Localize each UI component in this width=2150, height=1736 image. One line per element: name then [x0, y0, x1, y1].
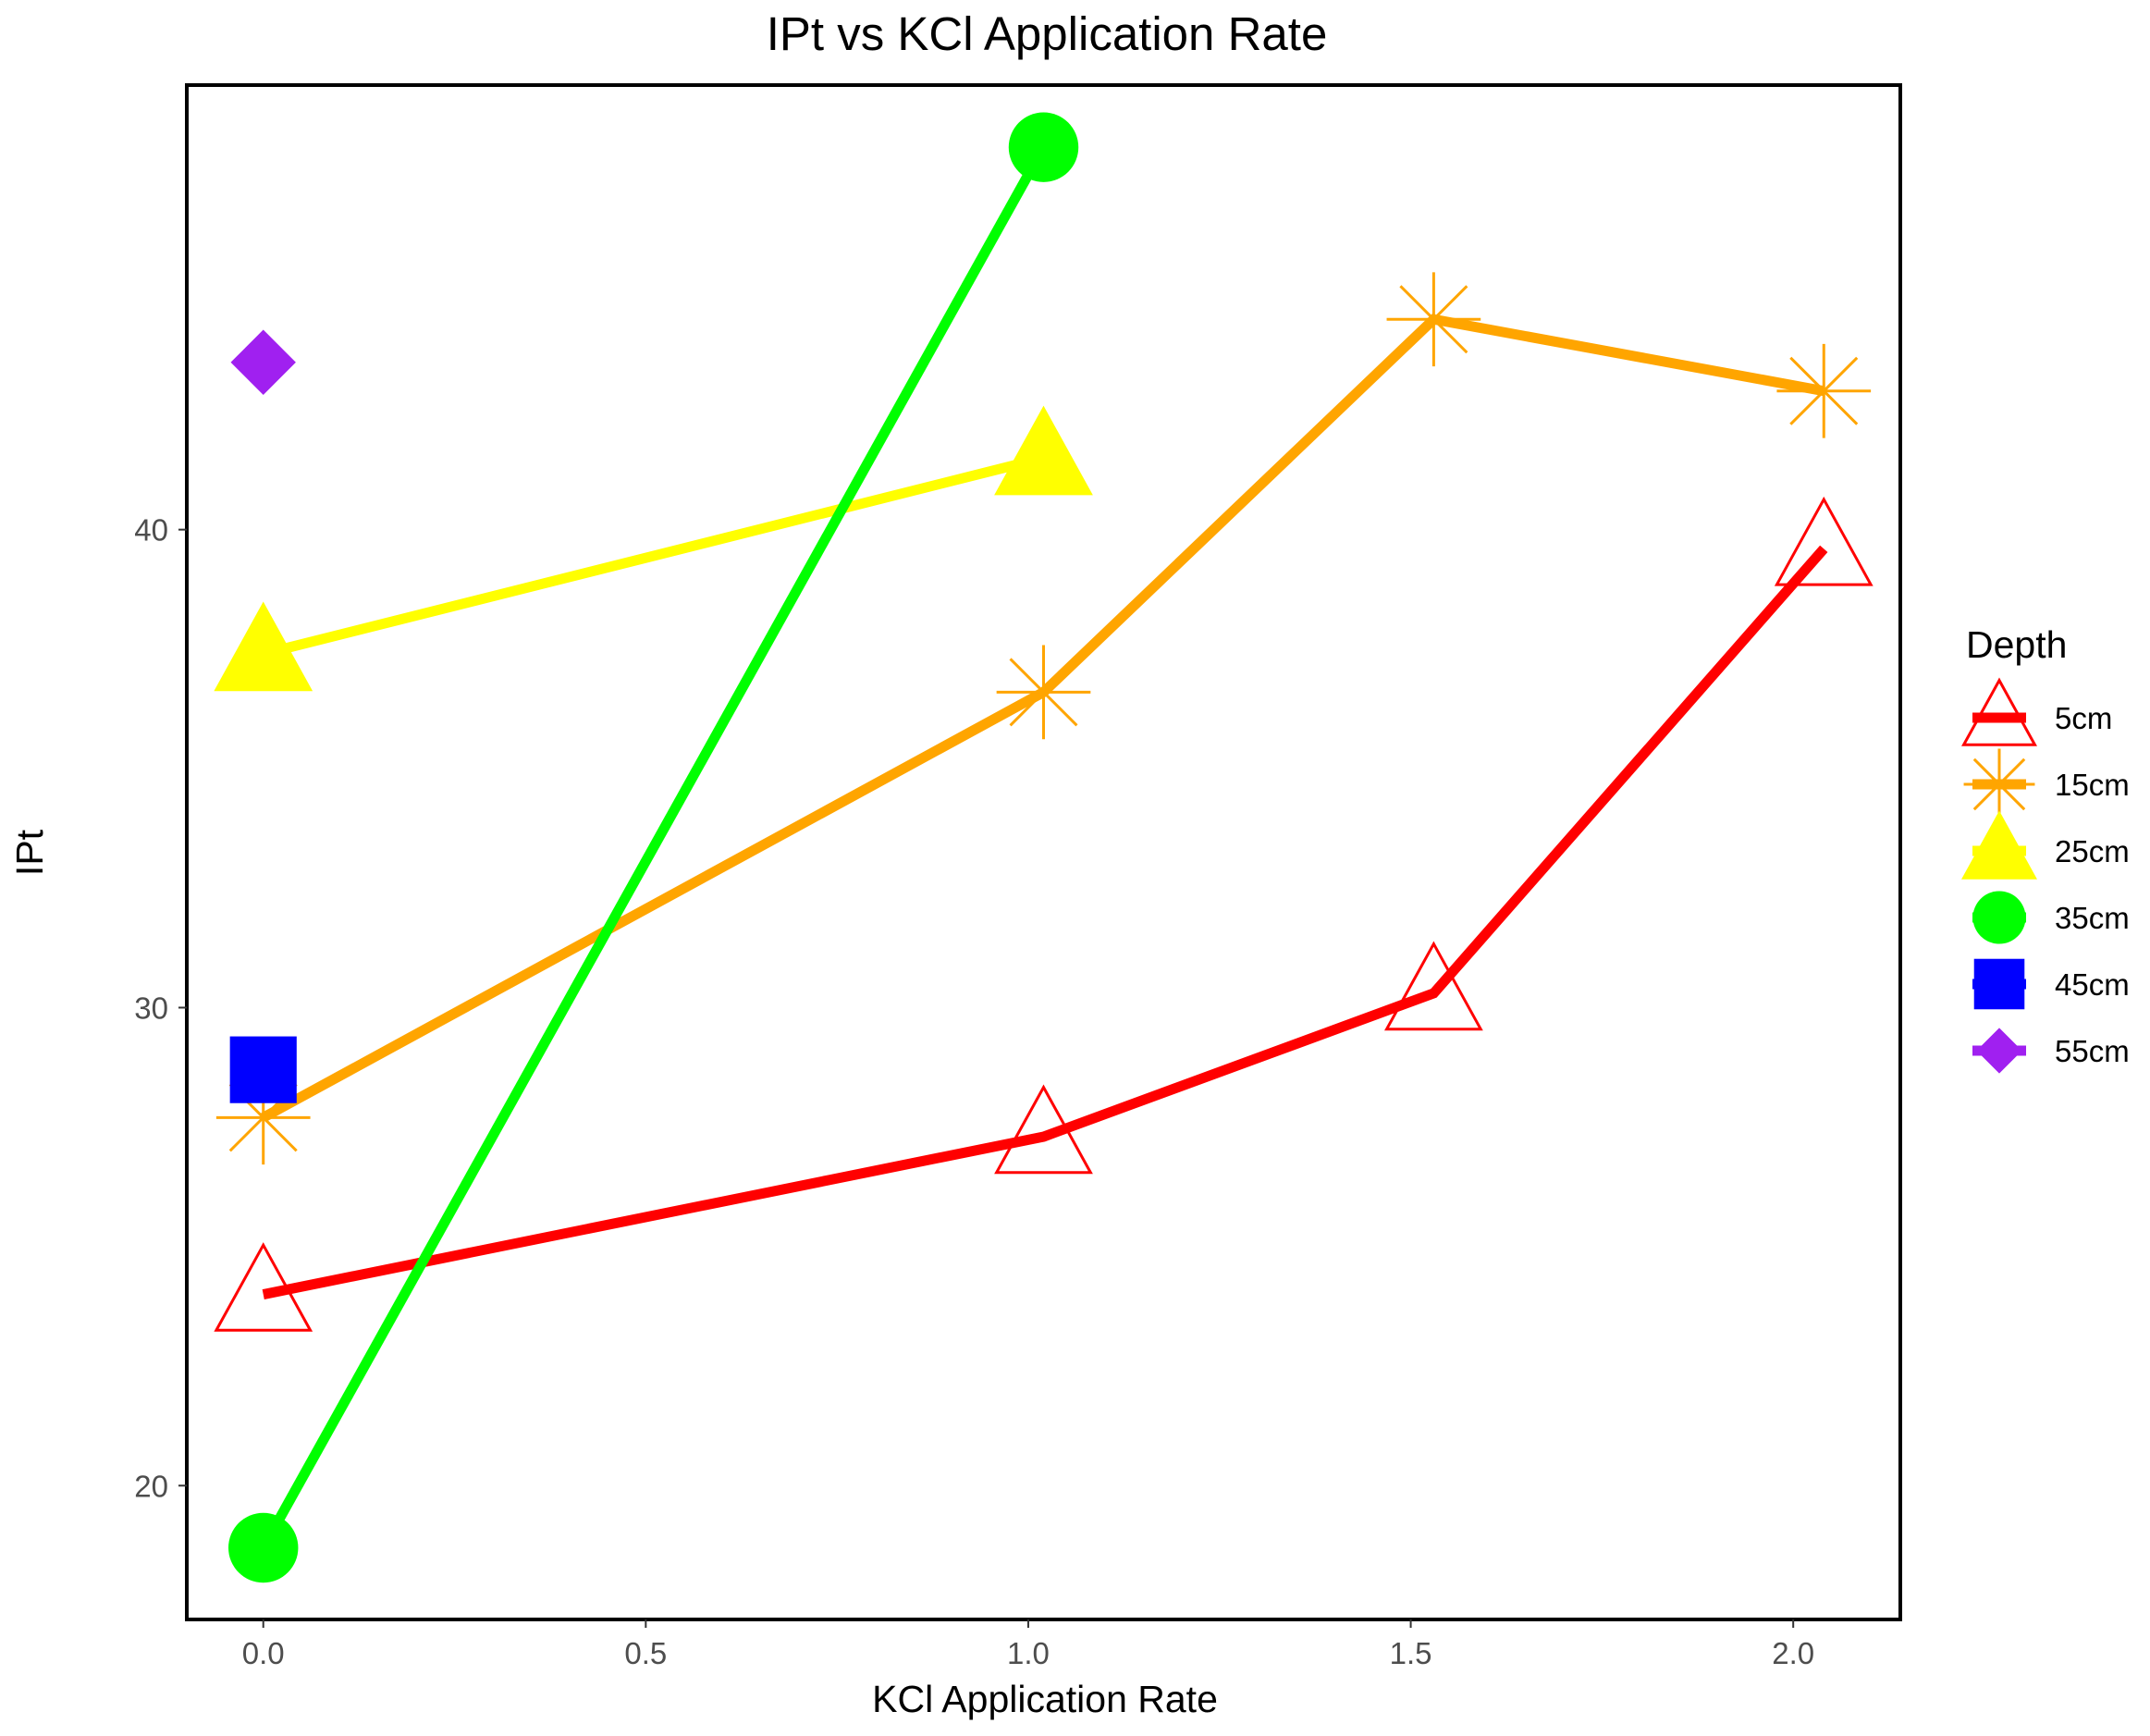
legend-label: 55cm	[2055, 1034, 2130, 1068]
legend-key-marker	[1961, 810, 2037, 880]
data-point-55cm	[230, 329, 296, 395]
series-line-35cm	[258, 144, 1049, 1551]
legend-label: 35cm	[2055, 901, 2130, 935]
legend-key-marker	[1976, 1028, 2022, 1074]
legend-key-marker	[1961, 677, 2037, 746]
legend-item-55cm: 55cm	[1972, 1028, 2130, 1074]
data-point-5cm	[214, 1242, 313, 1332]
x-tick-label: 1.0	[1007, 1636, 1050, 1670]
y-axis-title: IPt	[8, 829, 51, 876]
series-line-5cm	[262, 545, 1828, 1299]
legend-item-35cm: 35cm	[1972, 891, 2130, 944]
data-point-25cm	[214, 601, 313, 692]
legend-item-5cm: 5cm	[1961, 677, 2112, 746]
series-line-15cm	[261, 314, 1825, 1123]
series-line-25cm	[262, 452, 1045, 659]
legend-item-15cm: 15cm	[1963, 748, 2130, 820]
legend-item-45cm: 45cm	[1972, 958, 2130, 1010]
x-tick-label: 0.5	[624, 1636, 667, 1670]
x-tick-label: 2.0	[1772, 1636, 1814, 1670]
legend: Depth 5cm 15cm 25cm 35cm 45cm 55cm	[1961, 623, 2130, 1074]
legend-label: 45cm	[2055, 967, 2130, 1002]
data-point-15cm	[1776, 343, 1872, 438]
x-tick-label: 0.0	[242, 1636, 285, 1670]
legend-label: 5cm	[2055, 701, 2112, 735]
legend-label: 25cm	[2055, 834, 2130, 868]
legend-title: Depth	[1966, 623, 2067, 666]
data-point-5cm	[1774, 496, 1874, 586]
data-point-15cm	[996, 645, 1091, 740]
data-point-35cm	[228, 1512, 299, 1583]
y-tick-label: 40	[134, 513, 168, 548]
x-tick-label: 1.5	[1390, 1636, 1432, 1670]
data-point-5cm	[1384, 941, 1483, 1031]
data-point-5cm	[994, 1084, 1093, 1175]
data-point-45cm	[229, 1036, 297, 1103]
data-point-15cm	[1386, 272, 1481, 367]
data-point-25cm	[994, 405, 1093, 496]
x-axis-title: KCl Application Rate	[872, 1678, 1218, 1720]
legend-key-marker	[1963, 748, 2035, 820]
series-lines	[258, 144, 1828, 1551]
legend-key-marker	[1973, 958, 2025, 1010]
legend-key-marker	[1972, 891, 2026, 944]
data-point-35cm	[1008, 112, 1079, 182]
x-axis-ticks: 0.0 0.5 1.0 1.5 2.0	[242, 1619, 1814, 1670]
plot-panel-border	[185, 83, 1902, 1621]
legend-item-25cm: 25cm	[1961, 810, 2130, 880]
y-axis-ticks: 20 30 40	[134, 513, 187, 1503]
series-points	[214, 112, 1874, 1583]
y-tick-label: 30	[134, 991, 168, 1025]
legend-items: 5cm 15cm 25cm 35cm 45cm 55cm	[1961, 677, 2130, 1074]
chart-title: IPt vs KCl Application Rate	[767, 7, 1328, 60]
legend-label: 15cm	[2055, 768, 2130, 802]
y-tick-label: 20	[134, 1469, 168, 1503]
